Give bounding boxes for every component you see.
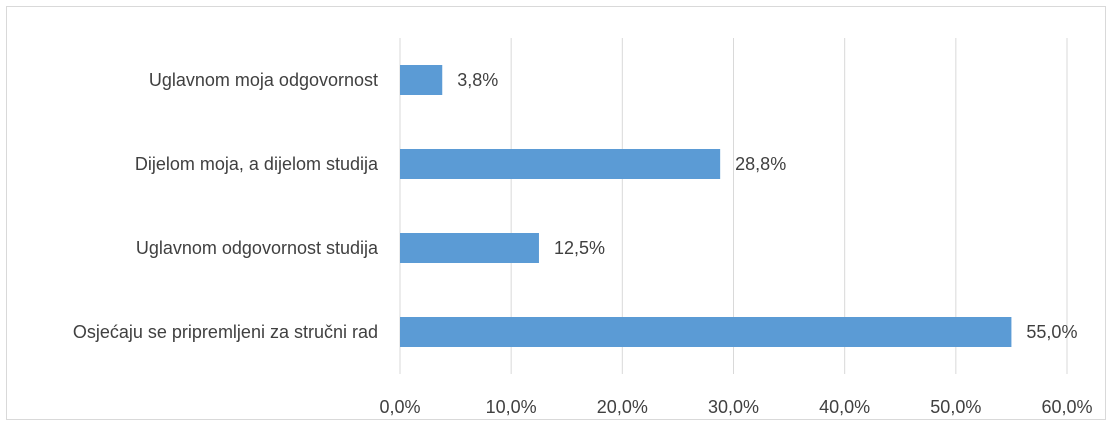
x-tick-label: 30,0% — [708, 397, 759, 417]
data-label: 55,0% — [1026, 322, 1077, 342]
chart-frame — [6, 6, 1106, 420]
category-label: Uglavnom moja odgovornost — [149, 70, 378, 90]
data-label: 28,8% — [735, 154, 786, 174]
x-tick-label: 60,0% — [1041, 397, 1092, 417]
x-tick-label: 10,0% — [486, 397, 537, 417]
x-tick-label: 20,0% — [597, 397, 648, 417]
category-label: Osjećaju se pripremljeni za stručni rad — [73, 322, 378, 342]
bar — [400, 149, 721, 179]
category-label: Uglavnom odgovornost studija — [136, 238, 379, 258]
x-tick-label: 40,0% — [819, 397, 870, 417]
data-label: 12,5% — [554, 238, 605, 258]
x-tick-label: 50,0% — [930, 397, 981, 417]
data-label: 3,8% — [457, 70, 498, 90]
bar — [400, 65, 443, 95]
x-tick-label: 0,0% — [379, 397, 420, 417]
bar — [400, 233, 539, 263]
category-label: Dijelom moja, a dijelom studija — [135, 154, 379, 174]
bar — [400, 317, 1012, 347]
bars — [400, 65, 1012, 347]
labels: 0,0% 10,0% 20,0% 30,0% 40,0% 50,0% 60,0% Uglavn… — [73, 70, 1093, 417]
